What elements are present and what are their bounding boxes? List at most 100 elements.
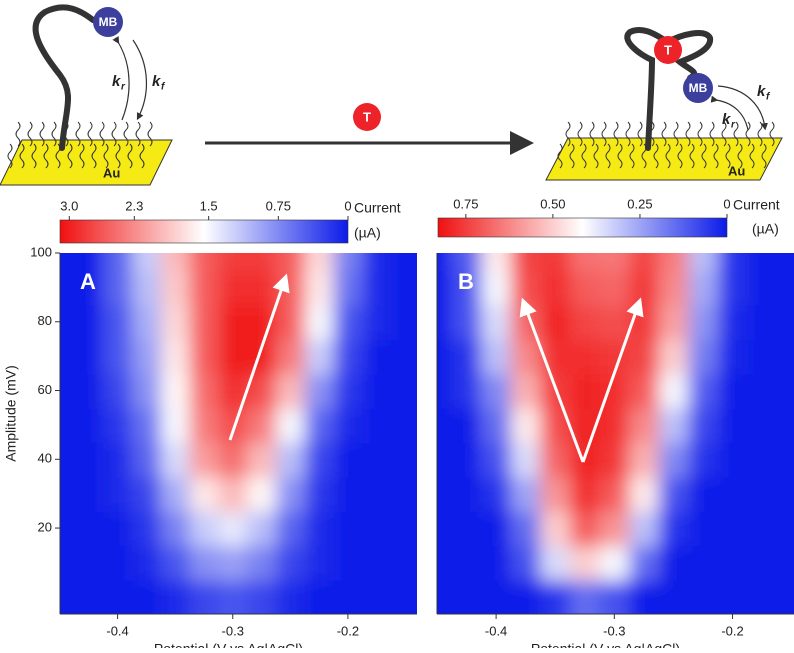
cell <box>103 579 133 614</box>
annotation-arrow <box>581 297 644 463</box>
cell <box>776 304 794 340</box>
cell <box>747 373 778 409</box>
linker <box>147 121 153 147</box>
cell <box>391 407 417 444</box>
cell <box>776 270 794 306</box>
colorbar-tick-label: 2.3 <box>125 198 143 213</box>
cell <box>362 476 393 512</box>
cell <box>247 545 277 581</box>
cell <box>275 407 306 444</box>
cell <box>540 476 571 512</box>
cell <box>747 442 778 478</box>
cell <box>391 510 417 547</box>
linker <box>79 143 85 169</box>
linker <box>135 121 141 147</box>
cell <box>247 579 277 614</box>
cell <box>569 304 601 340</box>
cell <box>391 545 417 581</box>
heatmap <box>437 253 794 614</box>
cell <box>189 304 220 340</box>
annotation-arrow <box>519 297 585 463</box>
cell <box>189 338 220 375</box>
cell <box>510 579 542 614</box>
colorbar-title: Current <box>733 197 780 213</box>
cell <box>103 253 133 272</box>
cell <box>362 270 393 306</box>
cell <box>304 442 335 478</box>
cell <box>717 253 749 272</box>
cell <box>218 510 249 547</box>
cell <box>629 373 660 409</box>
colorbar-tick-label: 0.75 <box>266 198 291 213</box>
cell <box>304 373 335 409</box>
cell <box>540 579 571 614</box>
cell <box>451 373 483 409</box>
cell <box>74 253 105 272</box>
arrow <box>710 95 749 131</box>
cell <box>160 373 191 409</box>
y-tick-label: 100 <box>30 244 52 259</box>
cell <box>688 476 719 512</box>
cell <box>391 270 417 306</box>
linker <box>761 143 767 169</box>
rate: k <box>757 83 766 100</box>
cell <box>540 442 571 478</box>
cell <box>74 338 105 375</box>
linker <box>709 121 715 147</box>
cell <box>540 253 571 272</box>
cell <box>131 338 162 375</box>
cell <box>747 407 778 444</box>
heatmap <box>60 253 417 614</box>
colorbar-tick-label: 0 <box>723 196 730 211</box>
cell <box>658 442 690 478</box>
cell <box>275 270 306 306</box>
cell <box>599 270 631 306</box>
colorbar-tick-label: 3.0 <box>60 198 78 213</box>
cell <box>74 270 105 306</box>
cell <box>391 338 417 375</box>
cell <box>481 304 512 340</box>
cell <box>629 545 660 581</box>
cell <box>60 510 76 547</box>
cell <box>304 304 335 340</box>
cell <box>74 442 105 478</box>
cell <box>717 373 749 409</box>
cell <box>160 270 191 306</box>
reporter-label: MB <box>689 81 708 95</box>
cell <box>481 579 512 614</box>
cell <box>451 304 483 340</box>
cell <box>451 579 483 614</box>
cell <box>333 253 364 272</box>
colorbar-tick-label: 0 <box>344 198 351 213</box>
linker <box>601 121 607 147</box>
panel-label: A <box>80 269 96 294</box>
rate-sub: f <box>161 82 166 93</box>
colorbar-tick-label: 0.25 <box>627 196 652 211</box>
cell <box>60 442 76 478</box>
cell <box>540 545 571 581</box>
cell <box>391 476 417 512</box>
cell <box>160 476 191 512</box>
cell <box>304 545 335 581</box>
cell <box>131 373 162 409</box>
cell <box>391 579 417 614</box>
cell <box>304 510 335 547</box>
colorbar-unit: (µA) <box>752 221 779 237</box>
cell <box>629 270 660 306</box>
cell <box>717 270 749 306</box>
linker <box>19 143 25 169</box>
cell <box>658 510 690 547</box>
colorbar-title: Current <box>354 200 401 216</box>
cell <box>510 476 542 512</box>
cell <box>74 304 105 340</box>
cell <box>60 270 76 306</box>
cell <box>658 373 690 409</box>
cell <box>747 579 778 614</box>
cell <box>74 510 105 547</box>
cell <box>510 442 542 478</box>
reporter <box>683 73 713 103</box>
linker <box>605 143 611 169</box>
cell <box>451 270 483 306</box>
cell <box>160 545 191 581</box>
